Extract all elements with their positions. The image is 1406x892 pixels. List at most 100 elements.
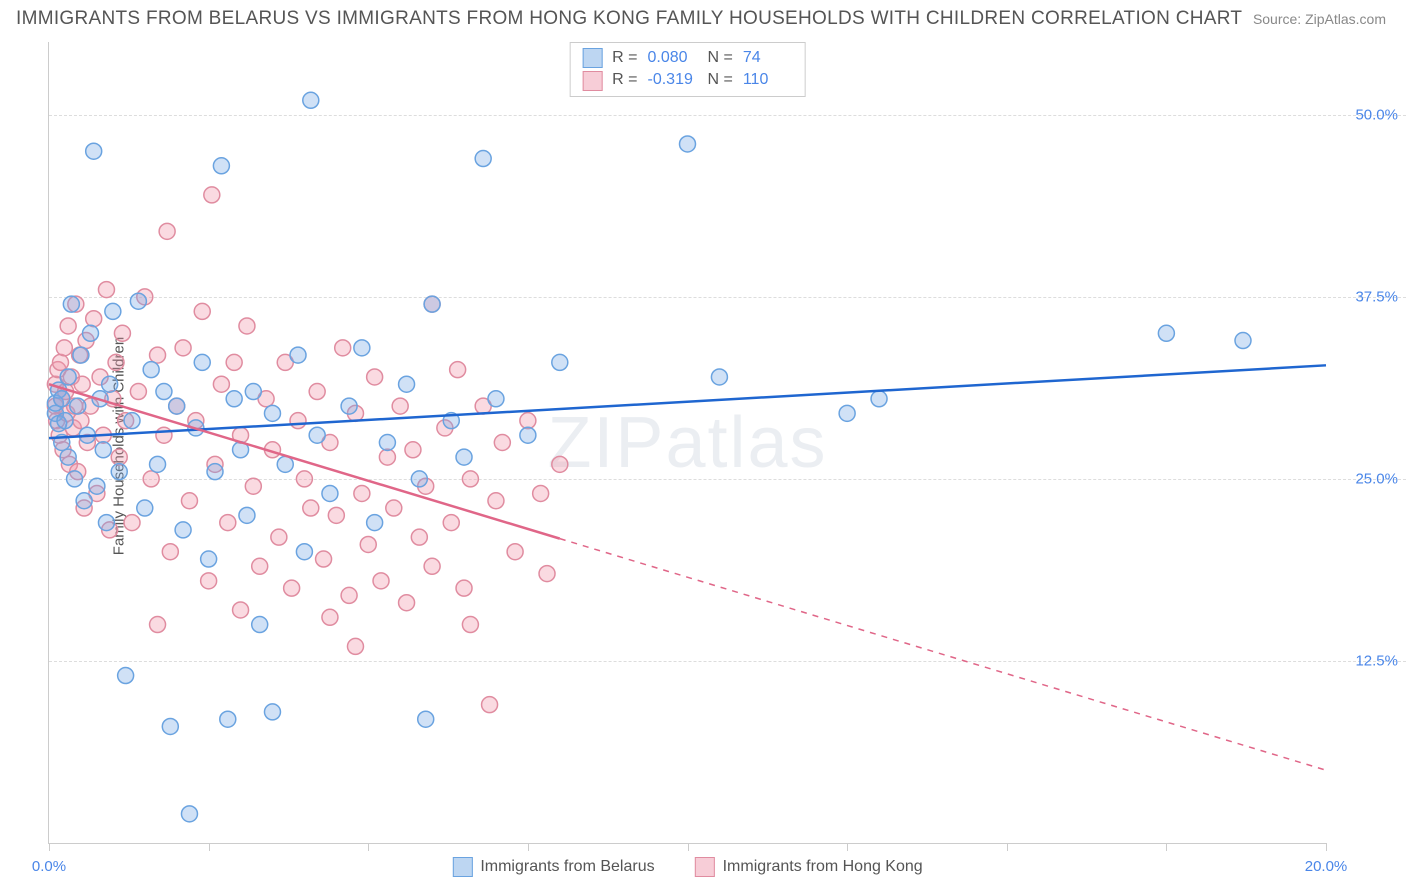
chart-plot-area: ZIPatlas 12.5%25.0%37.5%50.0% 0.0%20.0% … xyxy=(48,42,1326,844)
data-point-belarus xyxy=(322,485,338,501)
data-point-hongkong xyxy=(204,187,220,203)
data-point-belarus xyxy=(83,325,99,341)
data-point-belarus xyxy=(680,136,696,152)
data-point-belarus xyxy=(475,151,491,167)
data-point-hongkong xyxy=(399,595,415,611)
y-tick-label: 37.5% xyxy=(1355,288,1398,305)
data-point-hongkong xyxy=(290,413,306,429)
data-point-hongkong xyxy=(143,471,159,487)
x-tick xyxy=(847,843,848,851)
data-point-belarus xyxy=(239,507,255,523)
correlation-legend: R = 0.080 N = 74 R = -0.319 N = 110 xyxy=(569,42,806,97)
data-point-belarus xyxy=(520,427,536,443)
data-point-belarus xyxy=(341,398,357,414)
header: IMMIGRANTS FROM BELARUS VS IMMIGRANTS FR… xyxy=(0,0,1406,34)
y-tick-label: 25.0% xyxy=(1355,470,1398,487)
x-tick xyxy=(209,843,210,851)
data-point-belarus xyxy=(102,376,118,392)
data-point-belarus xyxy=(456,449,472,465)
x-tick xyxy=(528,843,529,851)
data-point-belarus xyxy=(162,718,178,734)
data-point-hongkong xyxy=(328,507,344,523)
x-tick xyxy=(1007,843,1008,851)
data-point-belarus xyxy=(245,384,261,400)
data-point-hongkong xyxy=(539,566,555,582)
data-point-hongkong xyxy=(296,471,312,487)
data-point-belarus xyxy=(488,391,504,407)
data-point-hongkong xyxy=(213,376,229,392)
data-point-hongkong xyxy=(73,413,89,429)
data-point-hongkong xyxy=(226,354,242,370)
data-point-belarus xyxy=(95,442,111,458)
data-point-hongkong xyxy=(462,471,478,487)
data-point-belarus xyxy=(552,354,568,370)
r-value-belarus: 0.080 xyxy=(648,47,698,69)
data-point-belarus xyxy=(411,471,427,487)
data-point-belarus xyxy=(63,296,79,312)
data-point-hongkong xyxy=(341,587,357,603)
legend-item-hongkong: Immigrants from Hong Kong xyxy=(695,857,923,877)
x-tick xyxy=(368,843,369,851)
data-point-belarus xyxy=(303,92,319,108)
data-point-belarus xyxy=(156,384,172,400)
data-point-hongkong xyxy=(150,617,166,633)
x-tick-label: 20.0% xyxy=(1305,858,1348,875)
data-point-hongkong xyxy=(392,398,408,414)
data-point-belarus xyxy=(60,449,76,465)
data-point-hongkong xyxy=(271,529,287,545)
data-point-belarus xyxy=(124,413,140,429)
x-tick xyxy=(49,843,50,851)
data-point-hongkong xyxy=(162,544,178,560)
data-point-hongkong xyxy=(533,485,549,501)
data-point-belarus xyxy=(252,617,268,633)
swatch-belarus-icon xyxy=(452,857,472,877)
data-point-hongkong xyxy=(424,558,440,574)
data-point-belarus xyxy=(130,293,146,309)
data-point-hongkong xyxy=(233,602,249,618)
data-point-hongkong xyxy=(201,573,217,589)
data-point-belarus xyxy=(226,391,242,407)
data-point-hongkong xyxy=(360,536,376,552)
data-point-hongkong xyxy=(114,325,130,341)
r-value-hongkong: -0.319 xyxy=(648,69,698,91)
data-point-belarus xyxy=(67,471,83,487)
data-point-hongkong xyxy=(462,617,478,633)
data-point-hongkong xyxy=(335,340,351,356)
legend-row-belarus: R = 0.080 N = 74 xyxy=(582,47,793,69)
data-point-hongkong xyxy=(322,609,338,625)
data-point-belarus xyxy=(111,464,127,480)
data-point-belarus xyxy=(213,158,229,174)
data-point-belarus xyxy=(70,398,86,414)
data-point-hongkong xyxy=(386,500,402,516)
data-point-belarus xyxy=(207,464,223,480)
data-point-hongkong xyxy=(60,318,76,334)
data-point-hongkong xyxy=(316,551,332,567)
data-point-belarus xyxy=(220,711,236,727)
x-tick xyxy=(1326,843,1327,851)
data-point-hongkong xyxy=(507,544,523,560)
data-point-hongkong xyxy=(456,580,472,596)
data-point-belarus xyxy=(73,347,89,363)
data-point-hongkong xyxy=(175,340,191,356)
scatter-plot-svg xyxy=(49,42,1326,843)
data-point-hongkong xyxy=(309,384,325,400)
data-point-hongkong xyxy=(86,311,102,327)
chart-title: IMMIGRANTS FROM BELARUS VS IMMIGRANTS FR… xyxy=(16,8,1242,30)
swatch-hongkong-icon xyxy=(695,857,715,877)
data-point-hongkong xyxy=(488,493,504,509)
data-point-belarus xyxy=(290,347,306,363)
data-point-hongkong xyxy=(443,515,459,531)
data-point-hongkong xyxy=(373,573,389,589)
data-point-belarus xyxy=(175,522,191,538)
data-point-hongkong xyxy=(303,500,319,516)
data-point-hongkong xyxy=(245,478,261,494)
data-point-hongkong xyxy=(111,449,127,465)
data-point-belarus xyxy=(296,544,312,560)
data-point-belarus xyxy=(367,515,383,531)
data-point-hongkong xyxy=(150,347,166,363)
data-point-belarus xyxy=(1235,333,1251,349)
data-point-hongkong xyxy=(156,427,172,443)
data-point-belarus xyxy=(418,711,434,727)
data-point-hongkong xyxy=(52,354,68,370)
data-point-belarus xyxy=(143,362,159,378)
